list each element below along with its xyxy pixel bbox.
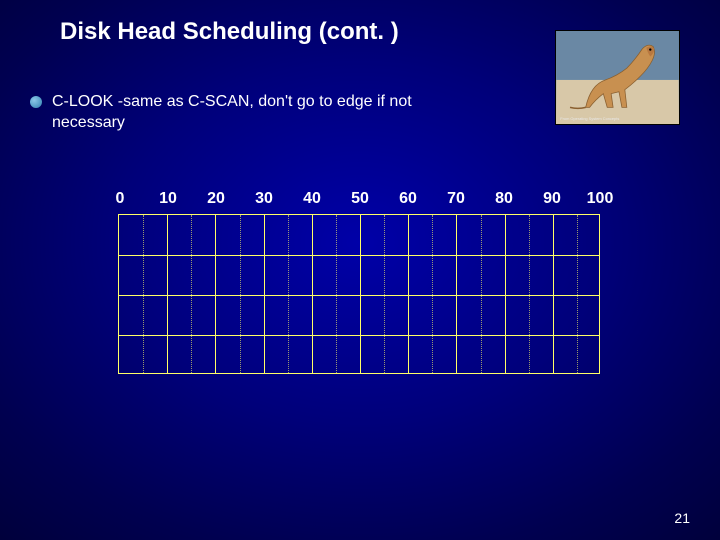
- tick-label: 90: [537, 190, 567, 208]
- bullet-text: C-LOOK -same as C-SCAN, don't go to edge…: [52, 92, 470, 134]
- tick-label: 10: [153, 190, 183, 208]
- page-number: 21: [674, 510, 690, 526]
- svg-text:From Operating System Concepts: From Operating System Concepts: [560, 116, 619, 121]
- tick-label: 80: [489, 190, 519, 208]
- bullet-item: C-LOOK -same as C-SCAN, don't go to edge…: [30, 92, 470, 134]
- grid-tick-labels: 0 10 20 30 40 50 60 70 80 90 100: [105, 190, 615, 208]
- tick-label: 60: [393, 190, 423, 208]
- dinosaur-image: From Operating System Concepts: [555, 30, 680, 125]
- scheduling-grid: [118, 214, 600, 374]
- tick-label: 70: [441, 190, 471, 208]
- tick-label: 100: [585, 190, 615, 208]
- bullet-dot-icon: [30, 96, 42, 108]
- tick-label: 50: [345, 190, 375, 208]
- slide-title: Disk Head Scheduling (cont. ): [60, 18, 399, 46]
- tick-label: 20: [201, 190, 231, 208]
- tick-label: 30: [249, 190, 279, 208]
- tick-label: 40: [297, 190, 327, 208]
- tick-label: 0: [105, 190, 135, 208]
